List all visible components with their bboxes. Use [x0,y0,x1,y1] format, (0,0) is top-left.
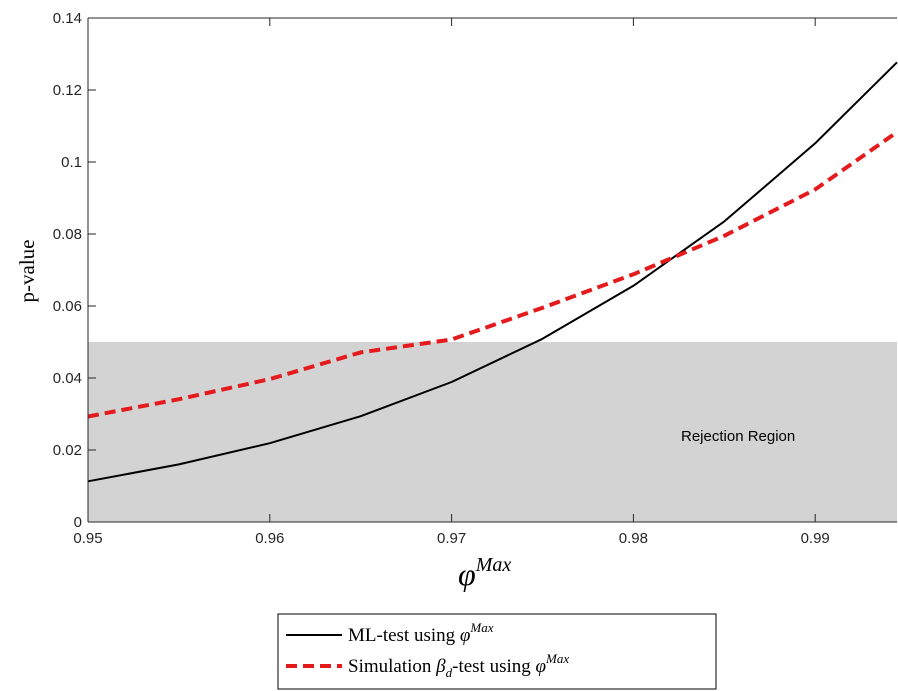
x-tick-label: 0.97 [437,530,466,547]
y-tick-label: 0.06 [53,298,82,315]
x-tick-label: 0.99 [801,530,830,547]
x-axis-label-sup: Max [475,554,512,576]
x-axis-label-base: φ [458,556,476,592]
rejection-region-label: Rejection Region [681,428,795,445]
x-tick-label: 0.98 [619,530,648,547]
series-line-1 [87,130,898,419]
x-axis-label: φMax [458,554,511,592]
axes: 0.95 0.96 0.97 0.98 0.99 0 0.02 0.04 0.06 0.08 0.1… [53,10,897,547]
legend: ML-test using φMax Simulation βd-test us… [277,613,717,690]
y-tick-label: 0.14 [53,10,82,27]
legend-entry-ml: ML-test using φMax [348,620,494,646]
y-tick-label: 0.02 [53,442,82,459]
y-tick-label: 0.1 [61,154,82,171]
y-tick-label: 0.04 [53,370,82,387]
series-line-0 [87,61,898,483]
legend-entry-simulation: Simulation βd-test using φMax [348,651,569,680]
x-tick-label: 0.96 [255,530,284,547]
x-tick-label: 0.95 [73,530,102,547]
y-tick-label: 0 [74,514,82,531]
y-axis-label: p-value [15,240,39,303]
y-tick-label: 0.12 [53,82,82,99]
rejection-region [88,342,897,522]
y-tick-label: 0.08 [53,226,82,243]
plot-area: Rejection Region 0.95 0.96 0.97 0.98 0.9900.… [53,10,898,547]
legend-box [277,613,717,690]
series-layer [87,61,898,483]
